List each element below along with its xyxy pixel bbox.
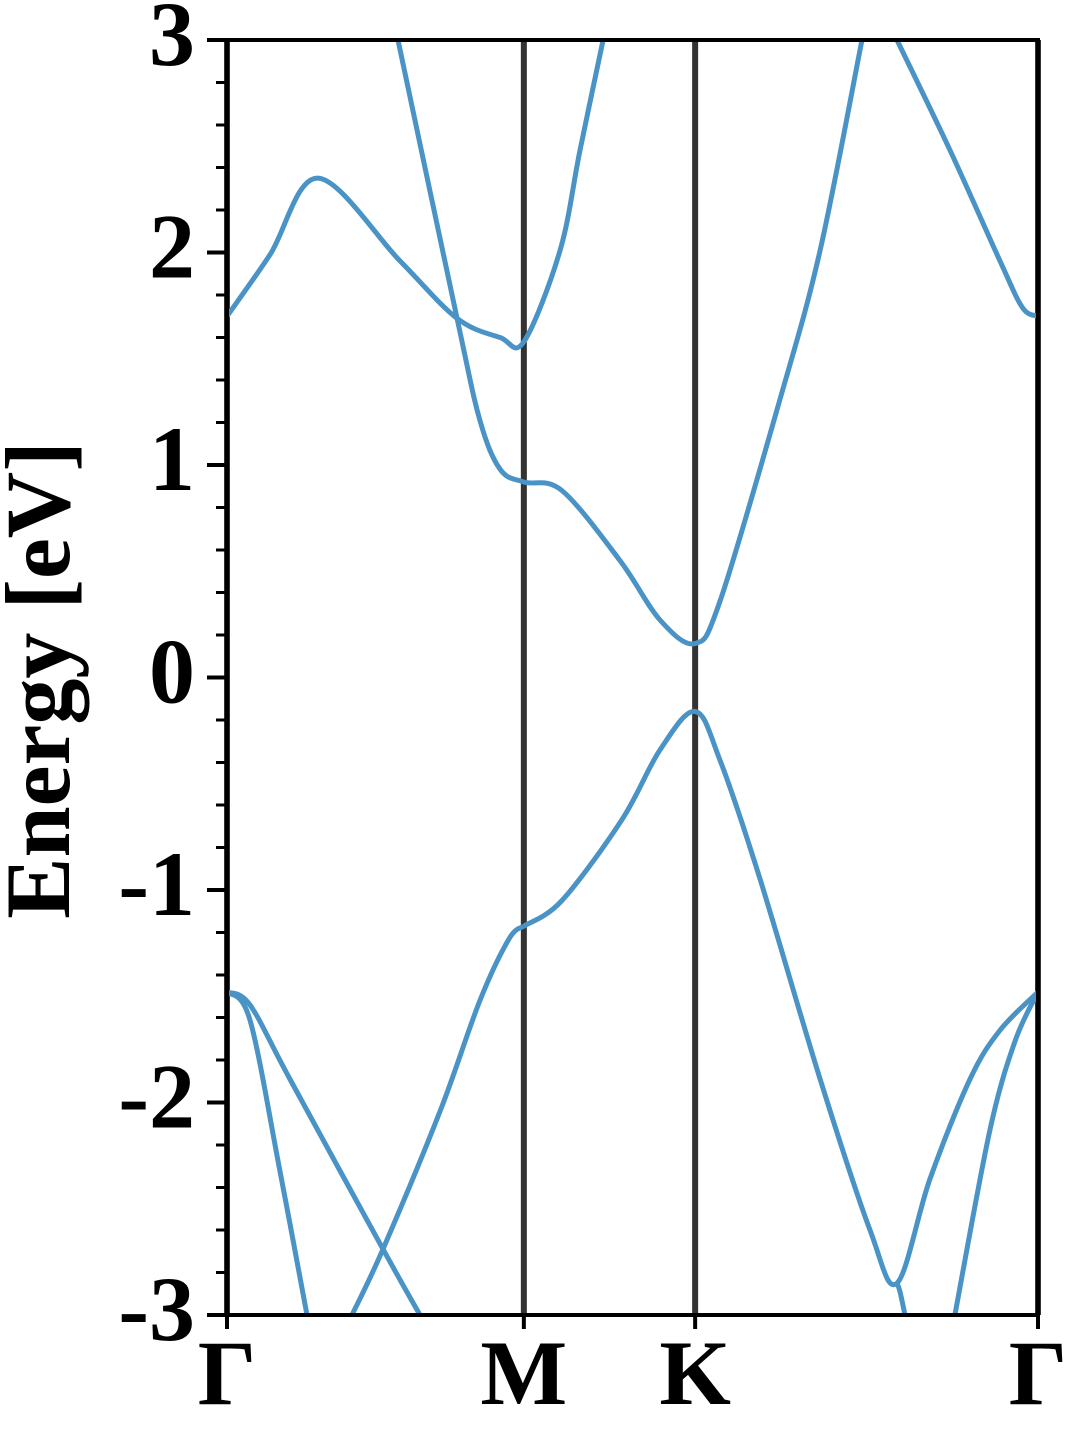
- x-tick-label: M: [480, 1322, 567, 1424]
- y-tick-label: 1: [149, 408, 195, 510]
- y-tick-label: -2: [118, 1046, 195, 1148]
- band-line: [227, 40, 606, 351]
- band-line: [522, 709, 1038, 1288]
- x-tick-label: Γ: [198, 1322, 257, 1424]
- plot-frame: [225, 38, 1040, 1317]
- y-tick-label: 0: [149, 621, 195, 723]
- y-tick-label: 3: [149, 0, 195, 85]
- band-line: [952, 990, 1038, 1315]
- y-tick-label: 2: [149, 196, 195, 298]
- y-tick-label: -1: [118, 833, 195, 935]
- band-line: [227, 989, 423, 1315]
- band-line: [894, 40, 1038, 319]
- band-line: [349, 924, 526, 1315]
- x-tick-label: Γ: [1009, 1322, 1068, 1424]
- band-line: [227, 990, 310, 1315]
- y-axis-label: Energy [eV]: [0, 441, 89, 919]
- band-line: [395, 40, 865, 647]
- band-line: [894, 1282, 908, 1315]
- y-tick-label: -3: [118, 1258, 195, 1360]
- x-tick-label: K: [659, 1322, 731, 1424]
